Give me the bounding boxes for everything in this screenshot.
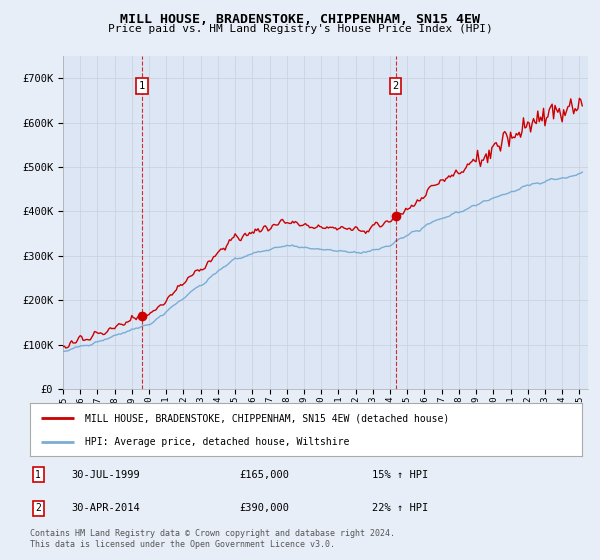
Text: 15% ↑ HPI: 15% ↑ HPI bbox=[372, 470, 428, 480]
Text: £165,000: £165,000 bbox=[240, 470, 290, 480]
Text: 2: 2 bbox=[392, 81, 399, 91]
Text: Price paid vs. HM Land Registry's House Price Index (HPI): Price paid vs. HM Land Registry's House … bbox=[107, 24, 493, 34]
Text: HPI: Average price, detached house, Wiltshire: HPI: Average price, detached house, Wilt… bbox=[85, 436, 350, 446]
Text: 2: 2 bbox=[35, 503, 41, 513]
Text: MILL HOUSE, BRADENSTOKE, CHIPPENHAM, SN15 4EW: MILL HOUSE, BRADENSTOKE, CHIPPENHAM, SN1… bbox=[120, 12, 480, 26]
Text: Contains HM Land Registry data © Crown copyright and database right 2024.
This d: Contains HM Land Registry data © Crown c… bbox=[30, 529, 395, 549]
Text: 22% ↑ HPI: 22% ↑ HPI bbox=[372, 503, 428, 513]
Text: 1: 1 bbox=[35, 470, 41, 480]
Text: MILL HOUSE, BRADENSTOKE, CHIPPENHAM, SN15 4EW (detached house): MILL HOUSE, BRADENSTOKE, CHIPPENHAM, SN1… bbox=[85, 413, 449, 423]
Text: £390,000: £390,000 bbox=[240, 503, 290, 513]
Text: 30-JUL-1999: 30-JUL-1999 bbox=[71, 470, 140, 480]
Text: 30-APR-2014: 30-APR-2014 bbox=[71, 503, 140, 513]
Text: 1: 1 bbox=[139, 81, 145, 91]
